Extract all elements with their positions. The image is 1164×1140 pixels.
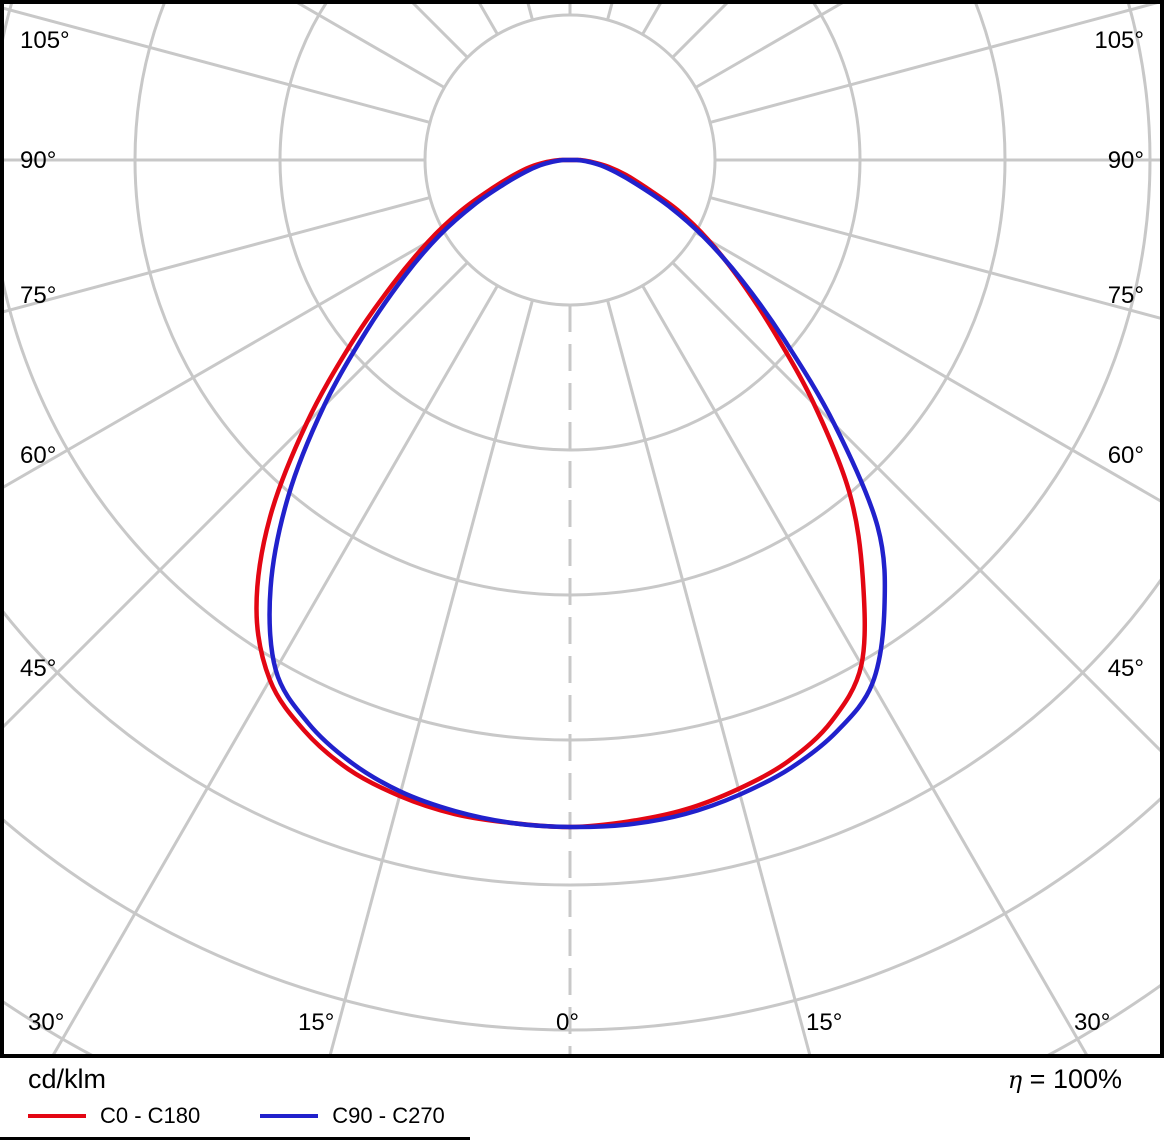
angle-label-left: 105° — [20, 27, 70, 54]
grid-ring — [0, 572, 1164, 887]
polar-chart-svg: 105° 90° 75° 60° 45° 105° 90° 75° 60° 45° 30° 15° 0°… — [0, 0, 1164, 1058]
grid-radial-line — [606, 299, 813, 1058]
angle-label-right: 75° — [1108, 282, 1144, 309]
grid-radial-line — [0, 196, 431, 315]
grid-radial-line — [671, 0, 732, 59]
angle-label-bottom: 15° — [806, 1009, 842, 1036]
legend: C0 - C180 C90 - C270 — [28, 1103, 1122, 1129]
eta-symbol: η — [1007, 1066, 1023, 1094]
polar-plot-area: 105° 90° 75° 60° 45° 105° 90° 75° 60° 45° 30° 15° 0°… — [0, 0, 1164, 1058]
angle-label-right: 90° — [1108, 147, 1144, 174]
grid-radial-line — [408, 0, 469, 59]
legend-item-c0-c180: C0 - C180 — [28, 1103, 200, 1129]
angle-label-right: 60° — [1108, 442, 1144, 469]
angle-label-bottom: 0° — [556, 1009, 579, 1036]
grid-radial-line — [292, 0, 446, 89]
grid-radial-line — [0, 231, 446, 491]
grid-radial-line — [694, 0, 848, 89]
legend-swatch-blue-line — [260, 1114, 319, 1118]
curve-c90-c270 — [267, 157, 888, 830]
eta-value: = 100% — [1022, 1064, 1122, 1094]
angle-label-left: 75° — [20, 282, 56, 309]
grid-radial-line — [694, 231, 1164, 505]
chart-background — [0, 0, 1164, 1058]
grid-radial-line — [0, 5, 431, 124]
legend-label-c90-c270: C90 - C270 — [332, 1103, 445, 1128]
legend-swatch-red-line — [28, 1114, 86, 1118]
angle-label-bottom: 30° — [1074, 1009, 1110, 1036]
grid-radial-line — [641, 284, 1090, 1058]
angle-label-left: 90° — [20, 147, 56, 174]
grid-radial-line — [0, 261, 469, 732]
grid-radial-line — [709, 0, 1164, 124]
grid-radial-line — [709, 196, 1164, 321]
footer-top-row: cd/klm η = 100% — [28, 1064, 1122, 1095]
efficiency-label: η = 100% — [1008, 1064, 1122, 1095]
plot-border — [0, 0, 1164, 1058]
legend-item-c90-c270: C90 - C270 — [260, 1103, 445, 1129]
angle-label-right: 45° — [1108, 655, 1144, 682]
angle-label-left: 45° — [20, 655, 56, 682]
angle-label-bottom: 30° — [28, 1009, 64, 1036]
legend-label-c0-c180: C0 - C180 — [100, 1103, 201, 1128]
angle-label-bottom: 15° — [298, 1009, 334, 1036]
grid-radial-line — [641, 0, 664, 36]
grid-radial-line — [327, 299, 534, 1058]
angle-label-right: 105° — [1094, 27, 1144, 54]
grid-radial-line — [671, 261, 1164, 756]
legend-underline — [0, 1137, 470, 1140]
units-label: cd/klm — [28, 1064, 107, 1094]
angle-label-left: 60° — [20, 442, 56, 469]
grid-radial-line — [476, 0, 499, 36]
chart-footer: cd/klm η = 100% C0 - C180 C90 - C270 — [0, 1058, 1164, 1140]
